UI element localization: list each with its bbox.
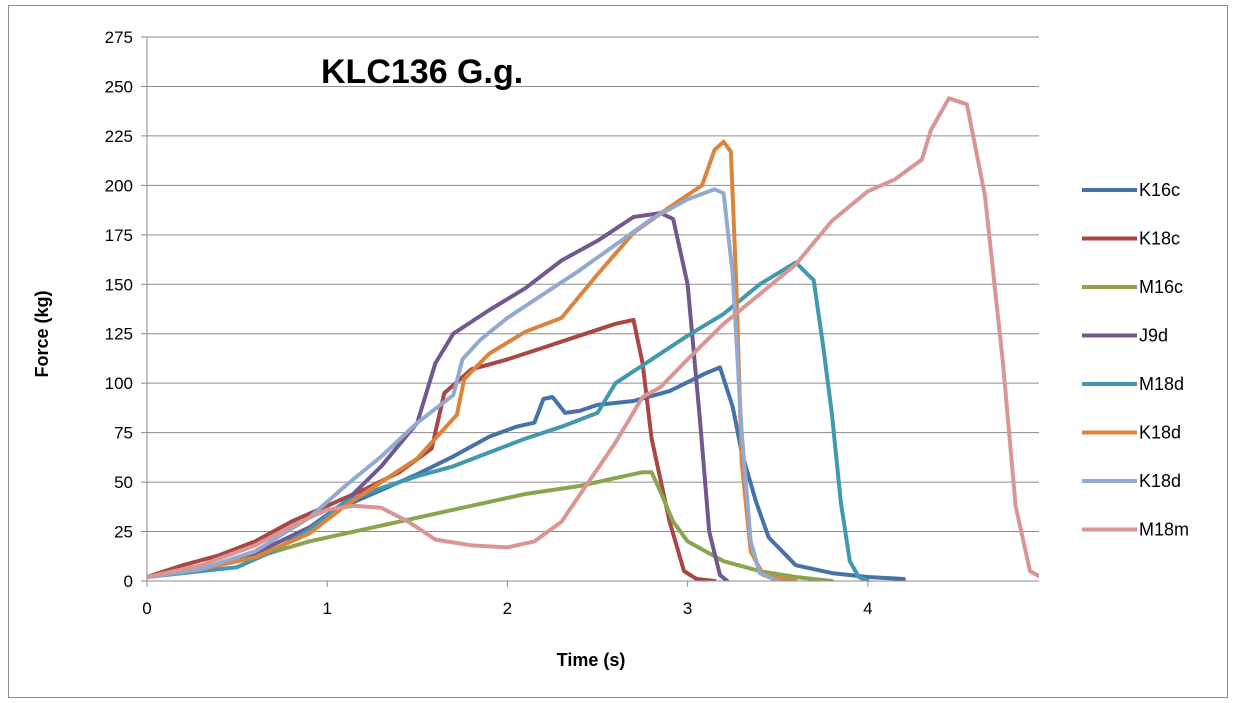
y-tick-label: 100 [105,374,133,393]
chart-frame: 0 25 50 75 100 125 150 175 200 225 250 275 0 1 2 3 4 KLC… [8,5,1228,698]
y-tick-label: 25 [114,523,133,542]
y-tick-label: 250 [105,77,133,96]
x-tick-label: 4 [863,599,872,618]
x-tick-label: 3 [683,599,692,618]
legend-label: K18d [1139,471,1181,491]
y-tick-label: 275 [105,28,133,47]
y-tick-label: 200 [105,176,133,195]
line-chart: 0 25 50 75 100 125 150 175 200 225 250 275 0 1 2 3 4 KLC… [32,28,1189,670]
series-lines [147,96,1039,581]
y-tick-label: 225 [105,127,133,146]
series-line-8 [147,96,1039,579]
axes: 0 25 50 75 100 125 150 175 200 225 250 275 0 1 2 3 4 [105,28,1039,618]
y-axis-title: Force (kg) [32,290,52,377]
legend-label: K18c [1139,229,1180,249]
series-line-3 [147,470,834,581]
y-tick-label: 150 [105,275,133,294]
y-tick-label: 0 [124,572,133,591]
legend-label: K18d [1139,423,1181,443]
y-tick-label: 175 [105,226,133,245]
x-tick-label: 1 [322,599,331,618]
gridlines [147,36,1039,533]
x-axis-title: Time (s) [557,650,626,670]
legend-label: M18d [1139,374,1184,394]
x-tick-label: 2 [503,599,512,618]
y-tick-label: 75 [114,424,133,443]
series-line-5 [147,260,870,581]
legend-label: K16c [1139,180,1180,200]
legend-label: M18m [1139,520,1189,540]
chart-title: KLC136 G.g. [321,53,523,91]
series-line-2 [147,317,717,581]
y-tick-label: 125 [105,325,133,344]
x-tick-label: 0 [142,599,151,618]
series-line-1 [147,365,906,581]
legend-label: J9d [1139,326,1168,346]
legend: K16c K18c M16c J9d M18d K18d K18d M18m [1082,180,1189,540]
y-tick-label: 50 [114,473,133,492]
legend-label: M16c [1139,277,1183,297]
series-line-6 [147,139,798,581]
series-line-7 [147,187,780,581]
